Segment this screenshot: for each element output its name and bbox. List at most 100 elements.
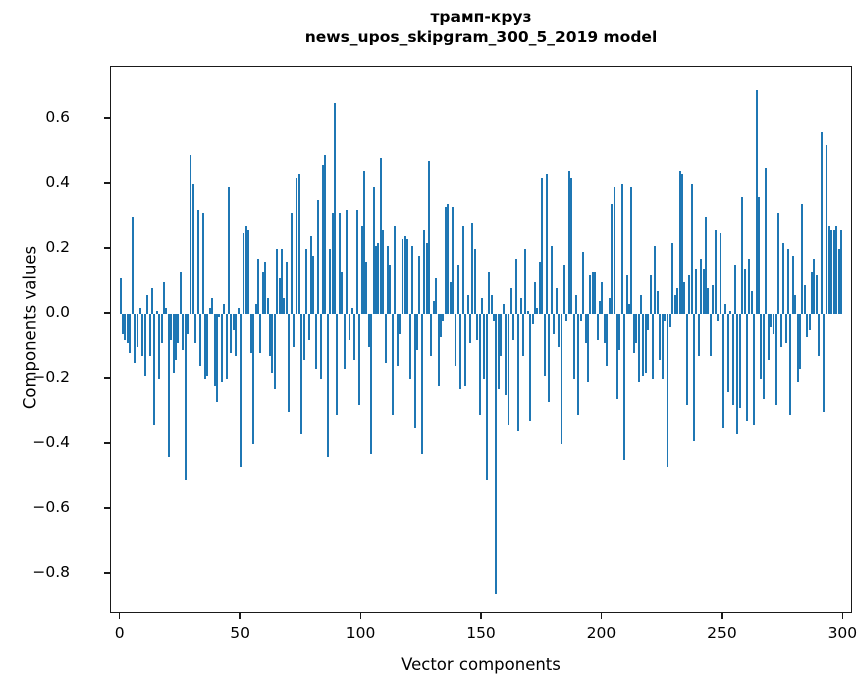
bar bbox=[591, 271, 594, 314]
bar bbox=[435, 278, 438, 314]
bar bbox=[820, 132, 823, 314]
bar bbox=[432, 301, 435, 314]
bar bbox=[146, 294, 149, 314]
bar bbox=[389, 265, 392, 314]
bar bbox=[750, 291, 753, 314]
bar bbox=[131, 216, 134, 314]
x-tick-mark bbox=[359, 613, 362, 619]
x-tick-label: 200 bbox=[586, 624, 617, 642]
bar bbox=[319, 314, 322, 379]
bar bbox=[493, 314, 495, 321]
bar bbox=[208, 307, 211, 314]
x-tick-label: 100 bbox=[345, 624, 376, 642]
bar bbox=[225, 314, 228, 379]
bar bbox=[428, 161, 430, 314]
bar bbox=[811, 271, 813, 314]
bar bbox=[440, 314, 442, 337]
bar bbox=[488, 271, 491, 314]
bar bbox=[673, 294, 676, 314]
bar bbox=[300, 314, 303, 435]
bar bbox=[348, 314, 351, 340]
bar bbox=[129, 314, 132, 353]
bar bbox=[825, 145, 828, 314]
bar bbox=[473, 249, 476, 314]
bar bbox=[514, 258, 517, 314]
y-tick-mark bbox=[104, 117, 110, 119]
bar bbox=[615, 314, 618, 399]
chart-title: трамп-круз bbox=[430, 8, 532, 26]
bar bbox=[199, 314, 202, 366]
bar bbox=[733, 265, 736, 314]
bar bbox=[635, 314, 638, 344]
bar bbox=[758, 197, 760, 314]
x-tick-mark bbox=[841, 613, 844, 619]
bar bbox=[170, 314, 173, 340]
bar bbox=[649, 275, 652, 314]
bar bbox=[714, 229, 717, 314]
bar bbox=[680, 174, 683, 314]
bar bbox=[370, 314, 373, 454]
bar bbox=[242, 232, 245, 314]
x-tick-label: 150 bbox=[466, 624, 496, 642]
y-tick-label: −0.8 bbox=[32, 563, 70, 582]
bar bbox=[818, 314, 821, 357]
bar bbox=[558, 314, 561, 347]
bar bbox=[307, 314, 310, 340]
bar bbox=[779, 314, 782, 347]
bar bbox=[555, 288, 558, 314]
bar bbox=[322, 164, 324, 314]
bar bbox=[358, 314, 361, 405]
bar bbox=[403, 236, 406, 314]
bar bbox=[517, 314, 520, 431]
bar bbox=[297, 174, 300, 314]
bar bbox=[377, 242, 380, 314]
bar bbox=[141, 314, 144, 357]
bar bbox=[138, 307, 141, 314]
bar bbox=[216, 314, 218, 402]
bar bbox=[832, 229, 835, 314]
bar bbox=[305, 249, 308, 314]
bar bbox=[815, 275, 818, 314]
bar bbox=[143, 314, 146, 376]
bar bbox=[273, 314, 276, 389]
bar bbox=[647, 314, 650, 331]
bar bbox=[223, 304, 226, 314]
bar bbox=[155, 310, 158, 314]
bar bbox=[184, 314, 187, 480]
bar bbox=[736, 314, 739, 435]
x-axis-label: Vector components bbox=[401, 655, 561, 674]
bar bbox=[194, 314, 197, 344]
bar bbox=[237, 307, 240, 314]
x-tick-label: 50 bbox=[230, 624, 250, 642]
bar bbox=[119, 278, 122, 314]
bar bbox=[406, 239, 409, 314]
bar bbox=[562, 265, 565, 314]
y-tick-mark bbox=[104, 507, 110, 509]
bar bbox=[232, 314, 235, 331]
bar bbox=[538, 262, 541, 314]
bar bbox=[235, 314, 238, 357]
bar bbox=[574, 294, 577, 314]
bar bbox=[796, 314, 799, 383]
bar bbox=[623, 314, 626, 461]
bar bbox=[526, 310, 529, 314]
bar bbox=[550, 245, 553, 314]
bar bbox=[707, 288, 710, 314]
bar bbox=[579, 314, 582, 321]
bar bbox=[391, 314, 394, 415]
plot-area bbox=[110, 66, 852, 613]
y-tick-mark bbox=[104, 312, 110, 314]
bar bbox=[676, 288, 679, 314]
chart-title-block: трамп-круз news_upos_skipgram_300_5_2019… bbox=[110, 8, 852, 48]
bar bbox=[738, 314, 741, 409]
bar bbox=[705, 216, 707, 314]
bar bbox=[466, 294, 469, 314]
bar bbox=[228, 187, 230, 314]
bar bbox=[468, 314, 471, 344]
bar bbox=[640, 294, 642, 314]
bar bbox=[122, 314, 124, 334]
bar bbox=[483, 314, 486, 379]
bar bbox=[618, 314, 621, 350]
bar bbox=[447, 203, 450, 314]
